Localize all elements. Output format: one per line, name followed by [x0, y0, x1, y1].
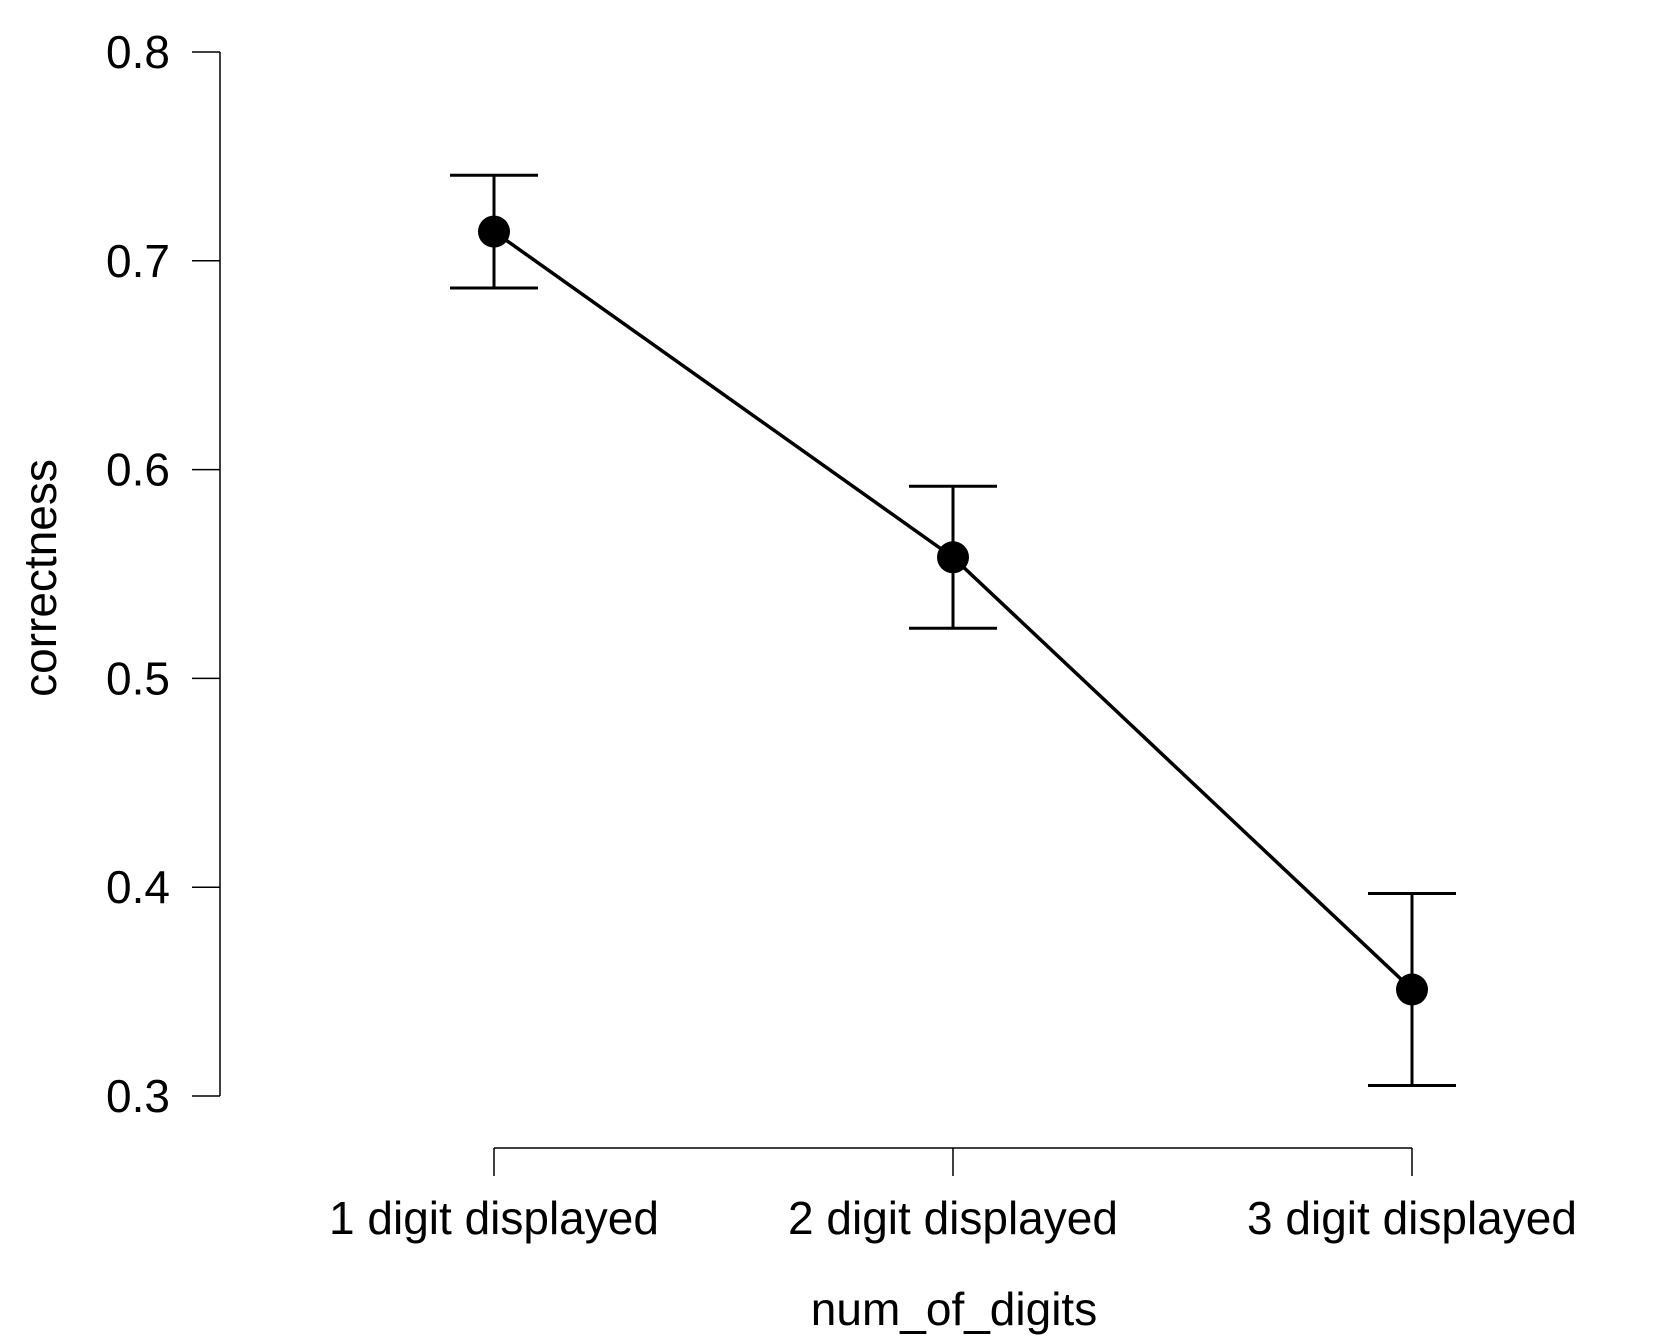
x-axis: 1 digit displayed 2 digit displayed 3 digi… — [329, 1147, 1577, 1244]
y-tick-label: 0.3 — [106, 1070, 170, 1122]
y-tick-label: 0.7 — [106, 235, 170, 287]
y-tick-label: 0.6 — [106, 444, 170, 496]
y-axis: 0.3 0.4 0.5 0.6 0.7 0.8 — [106, 26, 221, 1122]
y-tick-label: 0.8 — [106, 26, 170, 78]
x-tick-label: 1 digit displayed — [329, 1192, 659, 1244]
x-axis-title: num_of_digits — [811, 1283, 1097, 1335]
y-tick-label: 0.5 — [106, 652, 170, 704]
data-point — [478, 215, 510, 248]
x-tick-label: 2 digit displayed — [788, 1192, 1118, 1244]
data-point — [1396, 973, 1428, 1006]
plot-area — [450, 173, 1456, 1088]
y-tick-label: 0.4 — [106, 861, 170, 913]
x-tick-label: 3 digit displayed — [1247, 1192, 1577, 1244]
y-axis-title: correctness — [14, 459, 66, 697]
data-point — [937, 541, 969, 574]
